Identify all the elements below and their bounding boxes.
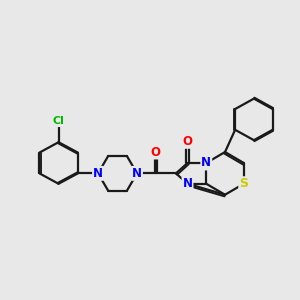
Text: N: N [132,167,142,180]
Text: N: N [93,167,103,180]
Text: N: N [182,177,193,190]
Text: N: N [201,157,211,169]
Text: O: O [151,146,161,158]
Text: O: O [182,135,193,148]
Text: Cl: Cl [52,116,64,126]
Text: S: S [239,177,248,190]
